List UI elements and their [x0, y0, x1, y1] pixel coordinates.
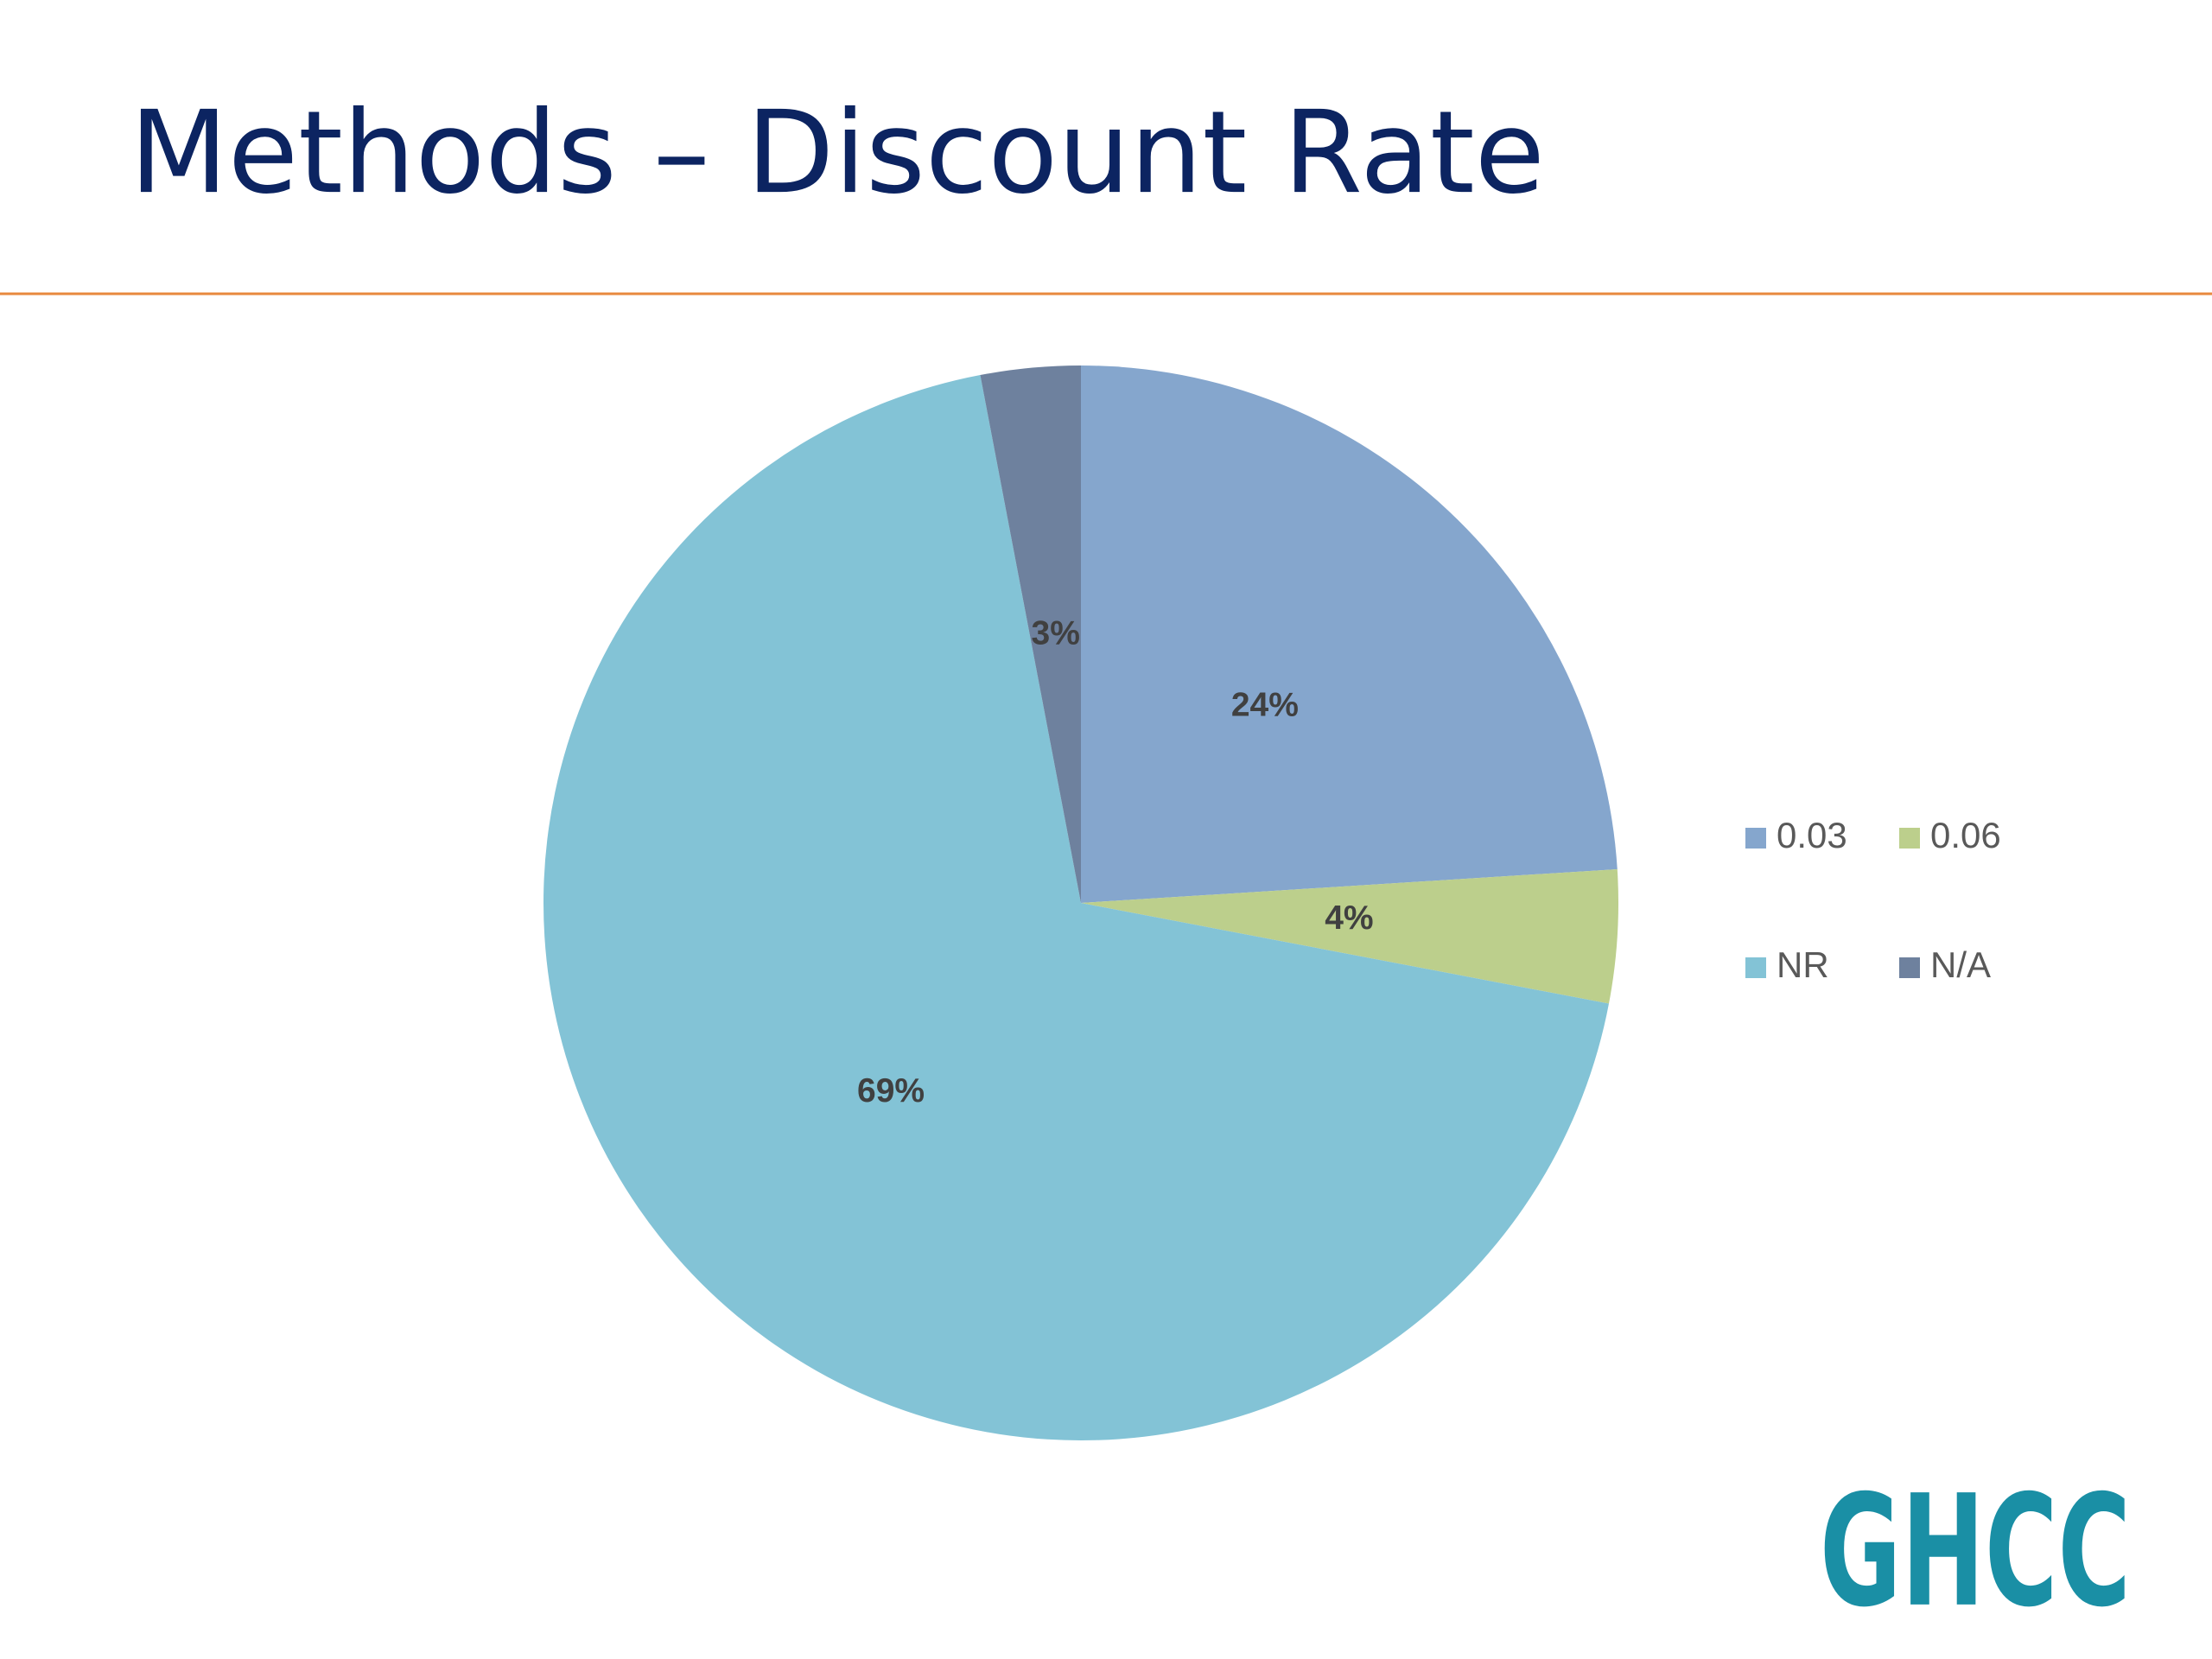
slide-title: Methods – Discount Rate [130, 86, 1545, 219]
data-label: 69% [857, 1072, 925, 1109]
pie-slice [1081, 365, 1618, 903]
legend-label: 0.06 [1930, 815, 2001, 855]
legend-label: NR [1777, 944, 1829, 985]
pie-chart: 24% 4% 69% 3% [543, 365, 1618, 1440]
pie-slice [1081, 868, 1618, 1004]
legend-swatch [1745, 828, 1766, 849]
legend: 0.03 0.06 NR N/A [1745, 815, 2001, 985]
legend-swatch [1899, 828, 1920, 849]
data-label: 3% [1032, 615, 1080, 652]
pie-slice [543, 375, 1609, 1440]
data-label: 24% [1231, 687, 1299, 724]
legend-swatch [1899, 957, 1920, 978]
legend-label: 0.03 [1777, 815, 1847, 855]
legend-swatch [1745, 957, 1766, 978]
pie-slice [980, 365, 1081, 903]
data-label: 4% [1325, 899, 1373, 937]
legend-label: N/A [1930, 944, 1991, 985]
logo: GHCC [1820, 1462, 2131, 1641]
